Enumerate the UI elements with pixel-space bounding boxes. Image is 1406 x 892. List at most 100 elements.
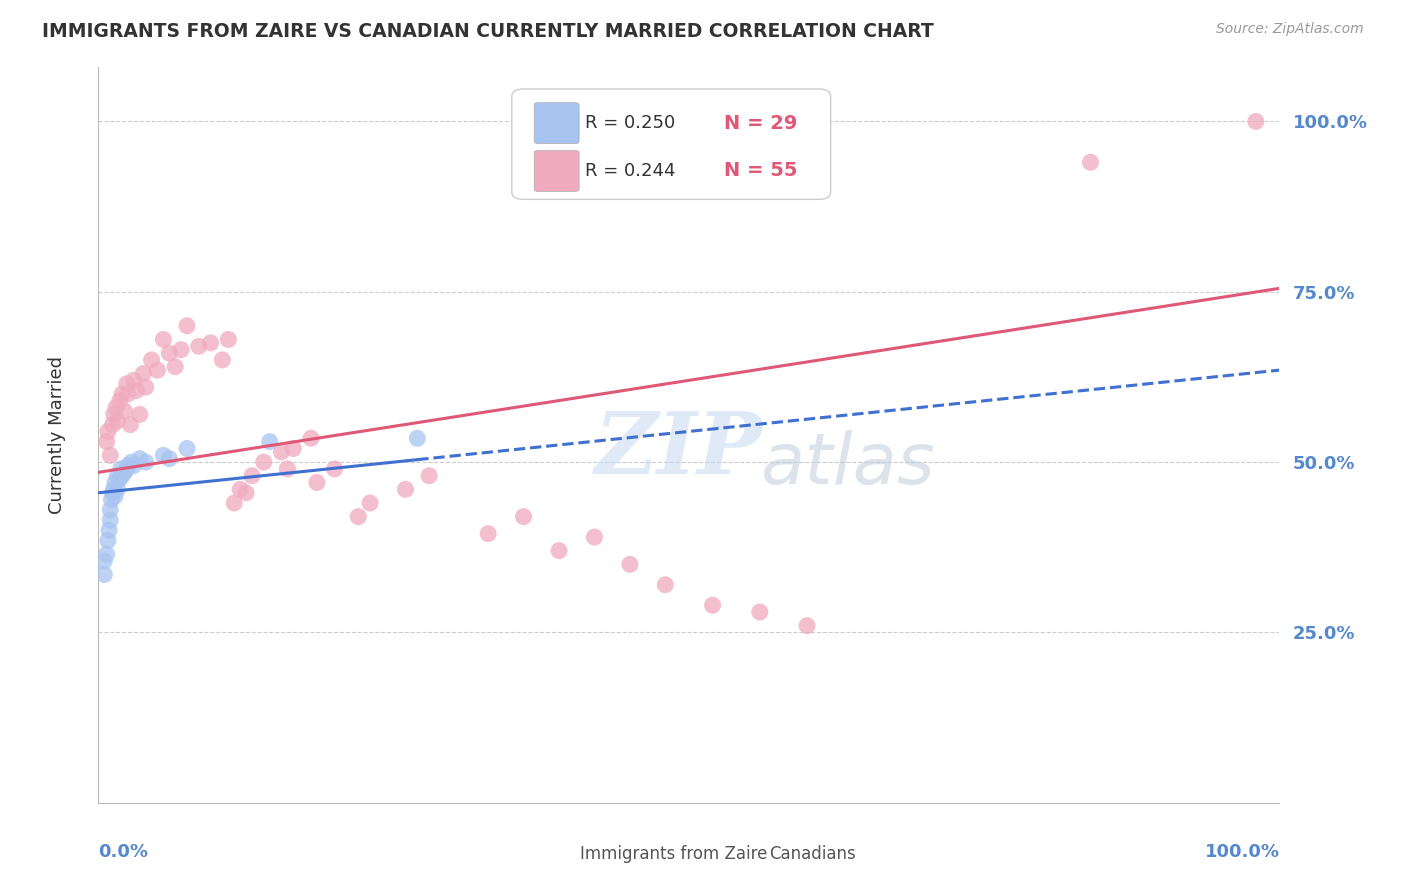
Point [152, 448, 174, 462]
Point [259, 434, 281, 449]
Point [108, 472, 131, 486]
Point [347, 509, 370, 524]
Point [115, 462, 138, 476]
Point [93, 554, 115, 568]
Text: Source: ZipAtlas.com: Source: ZipAtlas.com [1216, 22, 1364, 37]
Text: N = 29: N = 29 [724, 113, 797, 133]
Point [796, 618, 818, 632]
Text: 100.0%: 100.0% [1205, 843, 1279, 862]
Point [512, 509, 534, 524]
Point [120, 417, 142, 432]
Point [224, 496, 246, 510]
Point [583, 530, 606, 544]
Point [654, 578, 676, 592]
Point [122, 458, 145, 473]
Text: R = 0.244: R = 0.244 [585, 162, 675, 180]
Point [111, 387, 134, 401]
Point [105, 468, 128, 483]
Text: Currently Married: Currently Married [48, 356, 66, 514]
Point [418, 468, 440, 483]
Point [108, 393, 131, 408]
Text: ZIP: ZIP [595, 408, 762, 491]
Point [110, 462, 132, 476]
Point [115, 376, 138, 391]
FancyBboxPatch shape [546, 844, 575, 865]
FancyBboxPatch shape [534, 103, 579, 144]
Point [128, 408, 150, 422]
FancyBboxPatch shape [512, 89, 831, 200]
Point [187, 339, 209, 353]
Point [117, 387, 139, 401]
Point [93, 567, 115, 582]
Point [146, 363, 169, 377]
Point [121, 455, 143, 469]
Point [240, 468, 263, 483]
Text: R = 0.250: R = 0.250 [585, 114, 675, 132]
Point [132, 367, 155, 381]
Point [100, 492, 122, 507]
Point [104, 475, 127, 490]
Point [702, 598, 724, 612]
Point [111, 468, 134, 483]
Point [165, 359, 187, 374]
Point [103, 483, 125, 497]
Point [101, 417, 124, 432]
Point [211, 352, 233, 367]
Point [619, 558, 641, 572]
Point [748, 605, 770, 619]
FancyBboxPatch shape [534, 151, 579, 192]
Point [323, 462, 346, 476]
Point [112, 404, 135, 418]
Text: IMMIGRANTS FROM ZAIRE VS CANADIAN CURRENTLY MARRIED CORRELATION CHART: IMMIGRANTS FROM ZAIRE VS CANADIAN CURREN… [42, 22, 934, 41]
Point [548, 543, 571, 558]
Point [152, 333, 174, 347]
Point [176, 442, 198, 456]
Point [276, 462, 298, 476]
Point [1244, 114, 1267, 128]
Point [200, 335, 222, 350]
Point [406, 431, 429, 445]
Point [103, 408, 125, 422]
Text: 0.0%: 0.0% [98, 843, 149, 862]
Point [97, 425, 120, 439]
Point [96, 547, 118, 561]
Point [105, 414, 128, 428]
Point [157, 451, 180, 466]
Point [112, 466, 135, 480]
Point [270, 445, 292, 459]
FancyBboxPatch shape [734, 844, 765, 865]
Point [229, 483, 252, 497]
Point [122, 373, 145, 387]
Point [104, 489, 127, 503]
Point [299, 431, 322, 445]
Point [170, 343, 193, 357]
Point [141, 352, 163, 367]
Point [176, 318, 198, 333]
Point [96, 434, 118, 449]
Point [283, 442, 305, 456]
Point [128, 451, 150, 466]
Point [125, 384, 148, 398]
Text: atlas: atlas [759, 430, 935, 499]
Point [217, 333, 239, 347]
Point [359, 496, 381, 510]
Point [105, 483, 128, 497]
Point [135, 380, 157, 394]
Point [97, 533, 120, 548]
Point [98, 448, 121, 462]
Point [394, 483, 416, 497]
Point [117, 458, 139, 473]
Point [157, 346, 180, 360]
Point [105, 401, 128, 415]
Point [98, 523, 121, 537]
Point [135, 455, 157, 469]
Point [235, 485, 257, 500]
Point [477, 526, 499, 541]
Point [101, 485, 124, 500]
Text: N = 55: N = 55 [724, 161, 797, 180]
Text: Immigrants from Zaire: Immigrants from Zaire [581, 846, 768, 863]
Point [253, 455, 276, 469]
Point [98, 503, 121, 517]
Point [305, 475, 328, 490]
Point [1080, 155, 1102, 169]
